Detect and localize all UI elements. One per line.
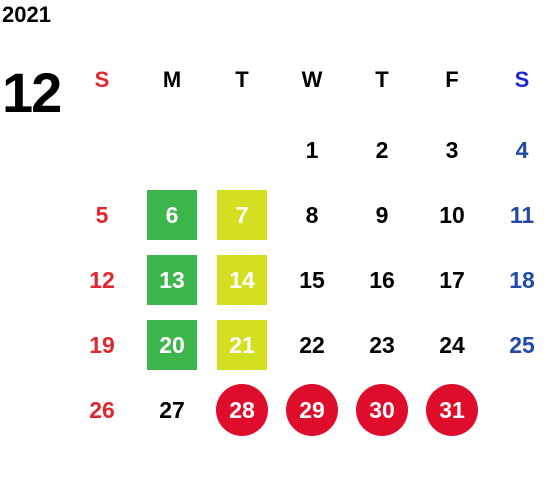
day-cell[interactable]: 16 bbox=[369, 266, 395, 293]
day-cell[interactable]: 24 bbox=[439, 331, 465, 358]
day-cell-highlighted-lime[interactable]: 7 bbox=[217, 190, 267, 240]
day-cell-sunday[interactable]: 12 bbox=[89, 266, 115, 293]
day-cell-highlighted-red[interactable]: 28 bbox=[216, 384, 268, 436]
weekday-friday: F bbox=[445, 67, 459, 92]
year-label: 2021 bbox=[2, 2, 51, 27]
weekday-sunday: S bbox=[94, 67, 110, 92]
day-cell-highlighted-red[interactable]: 29 bbox=[286, 384, 338, 436]
weekday-monday: M bbox=[162, 67, 182, 92]
day-cell[interactable]: 23 bbox=[369, 331, 395, 358]
day-cell-saturday[interactable]: 11 bbox=[509, 201, 535, 228]
day-cell[interactable]: 2 bbox=[375, 136, 389, 163]
day-cell-sunday[interactable]: 19 bbox=[89, 331, 115, 358]
day-cell[interactable]: 3 bbox=[445, 136, 459, 163]
weekday-wednesday: W bbox=[301, 67, 323, 92]
day-cell-highlighted-lime[interactable]: 14 bbox=[217, 255, 267, 305]
day-cell-saturday[interactable]: 18 bbox=[509, 266, 535, 293]
day-cell-sunday[interactable]: 26 bbox=[89, 396, 115, 423]
day-cell[interactable]: 1 bbox=[305, 136, 319, 163]
day-cell[interactable]: 10 bbox=[439, 201, 465, 228]
day-cell[interactable]: 22 bbox=[299, 331, 325, 358]
day-cell-highlighted-green[interactable]: 6 bbox=[147, 190, 197, 240]
weekday-thursday: T bbox=[375, 67, 389, 92]
day-cell-saturday[interactable]: 25 bbox=[509, 331, 535, 358]
day-cell-sunday[interactable]: 5 bbox=[95, 201, 109, 228]
weekday-tuesday: T bbox=[235, 67, 249, 92]
day-cell[interactable]: 8 bbox=[305, 201, 319, 228]
day-cell-highlighted-green[interactable]: 20 bbox=[147, 320, 197, 370]
day-cell[interactable]: 27 bbox=[159, 396, 185, 423]
day-cell[interactable]: 9 bbox=[375, 201, 389, 228]
day-cell-highlighted-lime[interactable]: 21 bbox=[217, 320, 267, 370]
weekday-saturday: S bbox=[514, 67, 530, 92]
day-cell[interactable]: 15 bbox=[299, 266, 325, 293]
day-cell-saturday[interactable]: 4 bbox=[515, 136, 529, 163]
day-cell-highlighted-green[interactable]: 13 bbox=[147, 255, 197, 305]
day-cell[interactable]: 17 bbox=[439, 266, 465, 293]
day-cell-highlighted-red[interactable]: 31 bbox=[426, 384, 478, 436]
month-label: 12 bbox=[2, 61, 62, 124]
day-cell-highlighted-red[interactable]: 30 bbox=[356, 384, 408, 436]
